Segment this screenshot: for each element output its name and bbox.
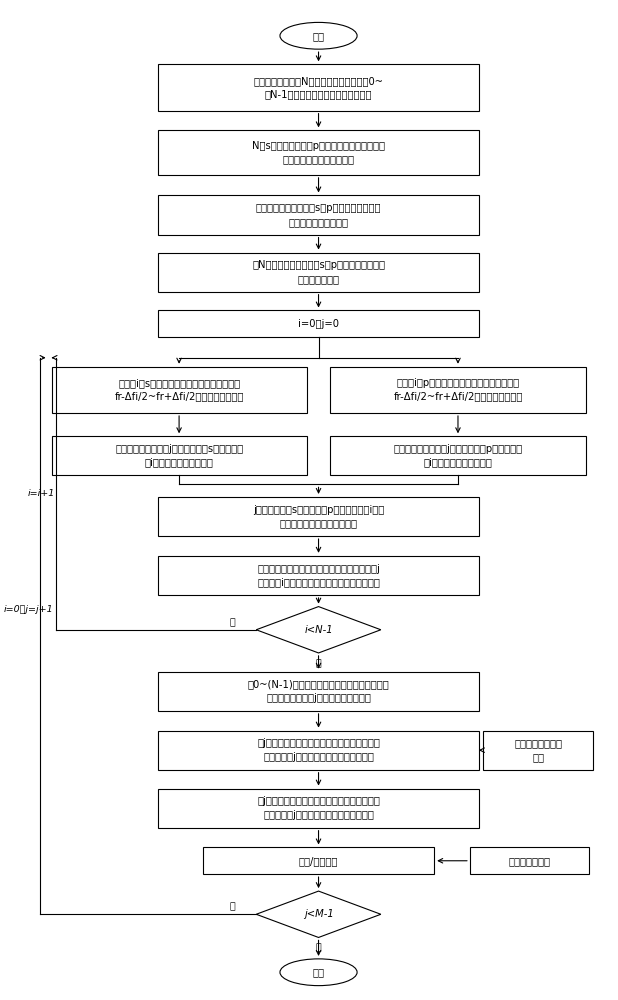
Text: 结束: 结束 — [313, 967, 324, 977]
FancyBboxPatch shape — [158, 672, 479, 711]
Text: 反傅里叶变换获得第j个测点信号光s偏振分量在
第i个光谱区间的光谱信息: 反傅里叶变换获得第j个测点信号光s偏振分量在 第i个光谱区间的光谱信息 — [115, 444, 243, 468]
Text: 开始: 开始 — [313, 31, 324, 41]
FancyBboxPatch shape — [158, 64, 479, 111]
Text: 滤出第i组s偏振分量干涉信号傅里叶变换谱在
fr-Δfi/2~fr+Δfi/2范围内的频谱分量: 滤出第i组s偏振分量干涉信号傅里叶变换谱在 fr-Δfi/2~fr+Δfi/2范… — [114, 378, 243, 402]
Polygon shape — [256, 891, 381, 937]
FancyBboxPatch shape — [158, 556, 479, 595]
Text: 测量光谱范围分为N个光谱区间，激光器在0~
（N-1）个光谱区间内不跳模波长扫描: 测量光谱范围分为N个光谱区间，激光器在0~ （N-1）个光谱区间内不跳模波长扫描 — [253, 76, 384, 99]
Ellipse shape — [280, 22, 357, 49]
Text: 是: 是 — [230, 618, 235, 627]
FancyBboxPatch shape — [158, 253, 479, 292]
Text: 否: 否 — [316, 659, 321, 668]
Text: j个测点信号光s偏振分量、p偏振分量在第i个光
谱区间内的光谱信息强度相加: j个测点信号光s偏振分量、p偏振分量在第i个光 谱区间内的光谱信息强度相加 — [253, 505, 384, 528]
FancyBboxPatch shape — [158, 310, 479, 337]
FancyBboxPatch shape — [158, 195, 479, 235]
Text: 第j个测点的信号光光谱和初始状态进行相关运
算，获得第j个测点的信号光谱的波长变化: 第j个测点的信号光光谱和初始状态进行相关运 算，获得第j个测点的信号光谱的波长变… — [257, 796, 380, 820]
FancyBboxPatch shape — [203, 847, 434, 874]
FancyBboxPatch shape — [331, 367, 585, 413]
Text: N组s偏振干涉信号、p偏振干涉信号、参考干涉
仪信号、波长参考信号采样: N组s偏振干涉信号、p偏振干涉信号、参考干涉 仪信号、波长参考信号采样 — [252, 141, 385, 164]
Text: 滤出第i组p偏振分量干涉信号傅里叶变换谱在
fr-Δfi/2~fr+Δfi/2范围内的频谱分量: 滤出第i组p偏振分量干涉信号傅里叶变换谱在 fr-Δfi/2~fr+Δfi/2范… — [393, 378, 523, 402]
Text: j<M-1: j<M-1 — [303, 909, 333, 919]
FancyBboxPatch shape — [470, 847, 588, 874]
Text: i<N-1: i<N-1 — [304, 625, 333, 635]
FancyBboxPatch shape — [158, 130, 479, 175]
Text: 对N组等光波频率间隔的s、p偏振干涉信号分别
进行傅里叶变换: 对N组等光波频率间隔的s、p偏振干涉信号分别 进行傅里叶变换 — [252, 260, 385, 284]
FancyBboxPatch shape — [331, 436, 585, 475]
Text: 初始条件下的参考
光谱: 初始条件下的参考 光谱 — [514, 738, 562, 762]
FancyBboxPatch shape — [51, 436, 307, 475]
Text: i=0，j=j+1: i=0，j=j+1 — [4, 605, 54, 614]
Text: 将0~(N-1)个光谱区间的偏振无光的信号光光谱
进行拼接，获得第j个测点的信号光光谱: 将0~(N-1)个光谱区间的偏振无光的信号光光谱 进行拼接，获得第j个测点的信号… — [248, 680, 389, 703]
Text: 光纤的标定参数: 光纤的标定参数 — [508, 856, 550, 866]
FancyBboxPatch shape — [158, 497, 479, 536]
Text: 第j个测点的信号光光谱和初始状态进行相关运
算，获得第j个测点的信号光谱的波长变化: 第j个测点的信号光光谱和初始状态进行相关运 算，获得第j个测点的信号光谱的波长变… — [257, 738, 380, 762]
FancyBboxPatch shape — [158, 789, 479, 828]
Text: 否: 否 — [316, 944, 321, 953]
Ellipse shape — [280, 959, 357, 986]
Text: i=0，j=0: i=0，j=0 — [298, 319, 339, 329]
Text: i=i+1: i=i+1 — [28, 489, 55, 498]
Text: 利用参考干涉仪信号对s、p偏振干涉信号进行
等光波频率间隔重采样: 利用参考干涉仪信号对s、p偏振干涉信号进行 等光波频率间隔重采样 — [256, 203, 381, 227]
FancyBboxPatch shape — [158, 731, 479, 770]
Text: 应变/温度计算: 应变/温度计算 — [299, 856, 338, 866]
FancyBboxPatch shape — [51, 367, 307, 413]
Polygon shape — [256, 607, 381, 653]
FancyBboxPatch shape — [483, 731, 593, 770]
Text: 根据波长参考信号对光谱进行重采样，获得第j
个测点在i个光谱区间的偏振无关的信号光光谱: 根据波长参考信号对光谱进行重采样，获得第j 个测点在i个光谱区间的偏振无关的信号… — [257, 564, 380, 587]
Text: 是: 是 — [230, 903, 235, 912]
Text: 反傅里叶变换获得第j个测点信号光p偏振分量在
第i个光谱区间的光谱信息: 反傅里叶变换获得第j个测点信号光p偏振分量在 第i个光谱区间的光谱信息 — [394, 444, 523, 468]
